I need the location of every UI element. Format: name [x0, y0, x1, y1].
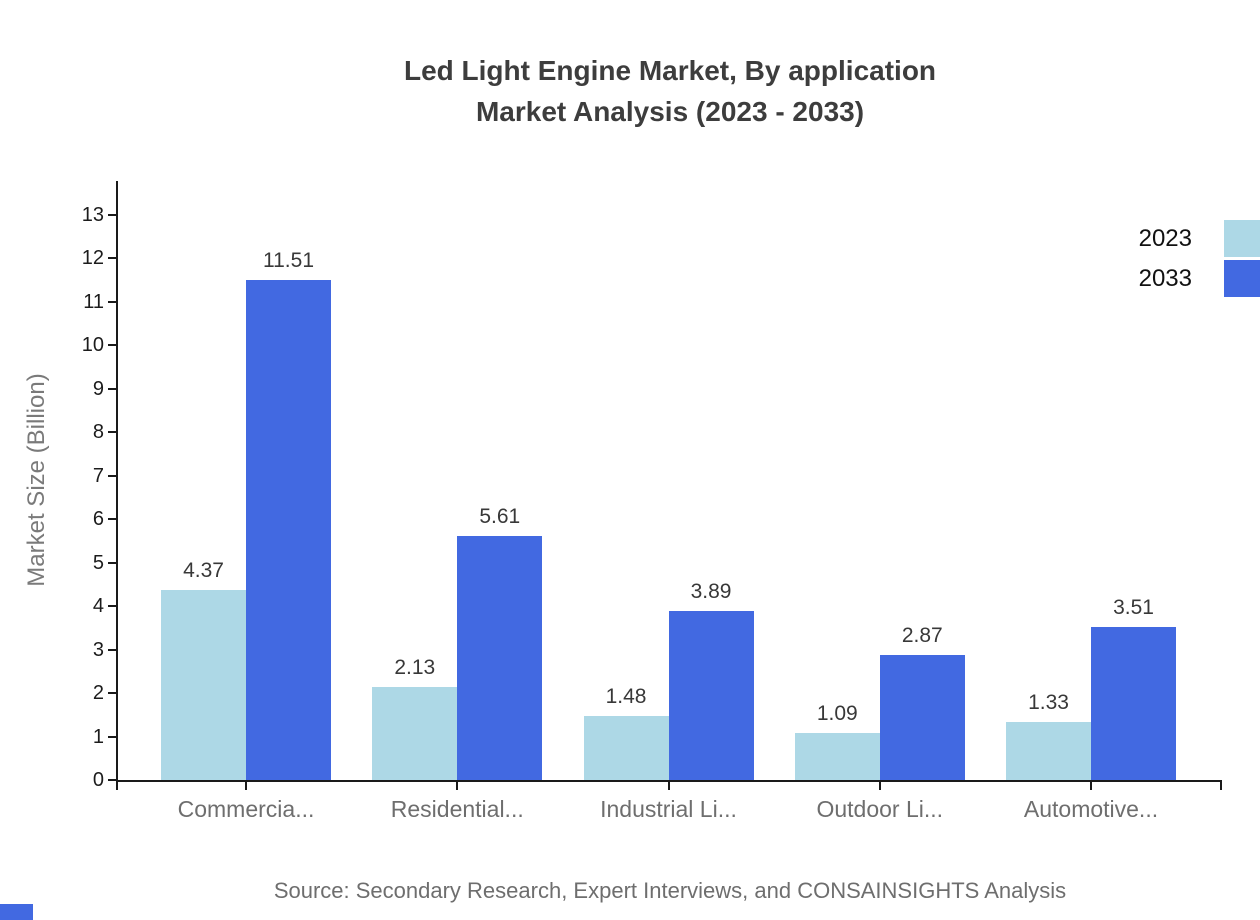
x-axis-category-label: Industrial Li... [600, 796, 737, 822]
bar-value-label: 3.51 [1113, 596, 1154, 620]
x-axis-category-label: Outdoor Li... [816, 796, 944, 822]
y-axis-tick-label: 0 [92, 769, 104, 791]
y-axis-tick-label: 5 [92, 551, 104, 574]
y-axis-tick [108, 257, 116, 260]
bar-value-label: 3.89 [690, 579, 732, 603]
bar-2033-4 [1091, 627, 1176, 780]
y-axis-tick-label: 4 [92, 595, 104, 618]
bar-2023-4 [1006, 722, 1091, 780]
legend-label-2023: 2023 [1138, 225, 1192, 252]
y-axis-tick [108, 648, 116, 651]
y-axis-tick-label: 11 [83, 290, 104, 313]
x-axis-category-label: Automotive... [1023, 796, 1159, 822]
bar-2023-0 [161, 590, 246, 780]
x-axis-category-label: Residential... [390, 796, 524, 822]
chart-title: Led Light Engine Market, By application … [0, 50, 1260, 132]
bar-2023-3 [794, 732, 880, 780]
x-axis-tick [116, 782, 118, 790]
y-axis-tick-label: 12 [81, 247, 104, 270]
bar-value-label: 1.09 [816, 701, 858, 725]
y-axis-tick-label: 10 [81, 334, 104, 357]
y-axis-tick [108, 779, 116, 781]
x-axis-tick [245, 782, 247, 790]
bar-value-label: 2.13 [394, 656, 436, 680]
y-axis-tick [108, 300, 116, 303]
y-axis-tick [108, 344, 116, 347]
y-axis-tick [108, 692, 116, 695]
x-axis-tick [667, 782, 670, 790]
x-axis-tick [456, 782, 459, 790]
source-attribution: Source: Secondary Research, Expert Inter… [273, 878, 1067, 903]
x-axis-tick [878, 782, 881, 790]
bar-value-label: 2.87 [901, 624, 943, 648]
bar-value-label: 11.51 [263, 248, 314, 272]
x-axis-category-label: Commercia... [177, 796, 315, 822]
bar-value-label: 5.61 [479, 505, 521, 529]
legend-swatch-2023 [1224, 220, 1260, 257]
y-axis-tick-label: 1 [92, 725, 104, 748]
bar-2033-3 [879, 655, 965, 780]
bar-2033-1 [457, 536, 543, 780]
y-axis-tick [108, 605, 116, 608]
y-axis-tick [108, 518, 116, 521]
bar-value-label: 1.48 [605, 684, 647, 708]
y-axis-tick [108, 431, 116, 434]
bar-value-label: 1.33 [1028, 691, 1069, 715]
bar-2033-0 [246, 279, 331, 780]
y-axis-tick-label: 2 [92, 682, 104, 705]
corner-watermark-mark [0, 904, 33, 920]
chart-title-line-2: Market Analysis (2023 - 2033) [475, 96, 865, 127]
y-axis-tick-label: 8 [92, 421, 104, 444]
y-axis-tick [108, 474, 116, 477]
legend-label-2033: 2033 [1138, 265, 1192, 292]
y-axis-tick-label: 13 [81, 204, 104, 227]
bar-2023-1 [372, 687, 458, 780]
chart-title-line-1: Led Light Engine Market, By application [403, 55, 937, 86]
bar-2023-2 [583, 715, 669, 780]
y-axis-line [116, 181, 118, 782]
y-axis-tick-label: 7 [92, 464, 104, 487]
y-axis-tick-label: 9 [92, 377, 104, 400]
y-axis-tick-label: 6 [92, 508, 104, 531]
y-axis-tick [108, 387, 116, 390]
y-axis-tick-label: 3 [92, 638, 104, 661]
y-axis-tick [108, 561, 116, 564]
x-axis-tick [1220, 782, 1222, 790]
y-axis-tick [108, 214, 116, 217]
x-axis-tick [1090, 782, 1092, 790]
x-axis-line [116, 780, 1222, 782]
legend-swatch-2033 [1224, 260, 1260, 297]
bar-value-label: 4.37 [183, 559, 224, 583]
y-axis-tick [108, 735, 116, 738]
bar-2033-2 [668, 610, 754, 780]
